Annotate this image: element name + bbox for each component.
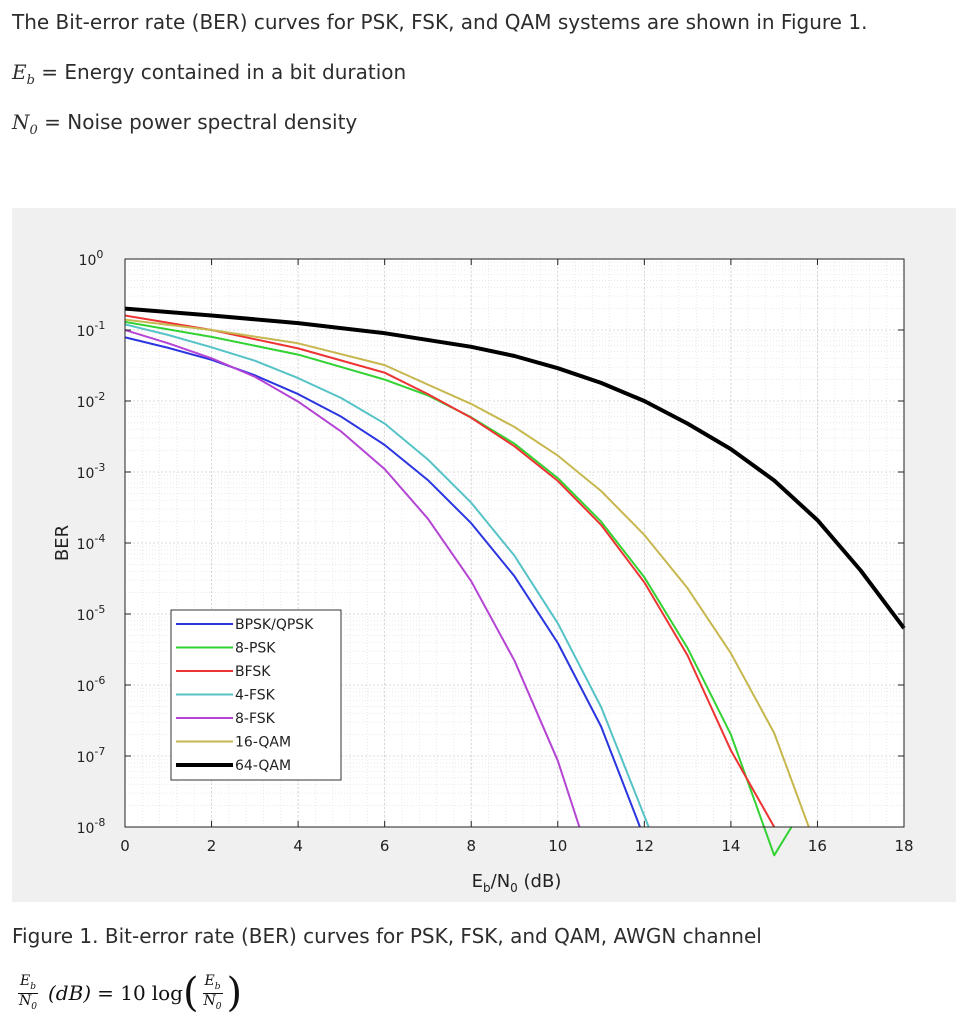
n0-definition-text: = Noise power spectral density	[44, 110, 358, 134]
x-tick-label: 4	[293, 837, 303, 855]
y-tick-label: 10-5	[77, 603, 106, 624]
formula-rhs-den-sub: 0	[215, 1001, 222, 1012]
y-tick-label: 10-6	[77, 674, 106, 695]
legend-entry: 16-QAM	[235, 735, 291, 751]
formula-close-paren: )	[226, 970, 243, 1016]
formula-rhs-num-sub: b	[214, 982, 221, 993]
y-tick-label: 10-7	[77, 745, 106, 766]
series-line-16-qam	[124, 318, 810, 828]
axis-ticks: 0 2 4 6 8 10 12 14 16 18 10-8 10-7 10-6 10-5 10-4 10-3 1…	[77, 248, 914, 855]
formula-rhs-num-letter: E	[204, 973, 215, 990]
x-tick-label: 10	[548, 837, 567, 855]
x-axis-label: Eb/N0 (dB)	[472, 871, 562, 895]
formula-lhs-den-letter: N	[19, 992, 32, 1009]
legend-entry: BPSK/QPSK	[235, 617, 314, 633]
formula-equals: = 10	[97, 981, 146, 1005]
y-axis-label: BER	[52, 525, 73, 561]
eb-symbol-sub: b	[26, 73, 35, 88]
legend-entry: 64-QAM	[235, 758, 291, 774]
eb-definition: Eb = Energy contained in a bit duration	[12, 60, 406, 88]
y-tick-label: 10-8	[77, 816, 106, 837]
formula-rhs-numerator: Eb	[202, 973, 223, 994]
formula-lhs-num-sub: b	[30, 982, 36, 993]
db-formula: Eb N0 (dB) = 10 log ( Eb N0 )	[14, 966, 242, 1020]
legend-entry: 8-FSK	[235, 711, 276, 727]
legend-entry: 8-PSK	[235, 641, 276, 657]
legend: BPSK/QPSK 8-PSK BFSK 4-FSK 8-FSK 16-QAM 64-QAM	[170, 609, 342, 781]
x-tick-label: 8	[466, 837, 476, 855]
series-line-bfsk	[124, 314, 776, 828]
series-lines	[124, 306, 906, 857]
eb-symbol-letter: E	[12, 60, 27, 84]
formula-unit: (dB)	[48, 981, 92, 1005]
y-tick-label: 10-3	[77, 461, 106, 482]
formula-lhs-den-sub: 0	[31, 1001, 37, 1012]
series-line-4-fsk	[124, 323, 650, 828]
ber-chart: 0 2 4 6 8 10 12 14 16 18 10-8 10-7 10-6 10-5 10-4 10-3 1…	[52, 248, 914, 895]
formula-open-paren: (	[182, 970, 199, 1016]
series-line-64-qam	[124, 306, 906, 630]
x-tick-label: 14	[721, 837, 740, 855]
n0-symbol: N0	[12, 110, 38, 138]
series-line-8-psk	[124, 320, 793, 857]
n0-symbol-sub: 0	[29, 123, 38, 138]
y-tick-label: 10-1	[77, 319, 106, 340]
formula-lhs-fraction: Eb N0	[18, 974, 38, 1011]
figure-panel: 0 2 4 6 8 10 12 14 16 18 10-8 10-7 10-6 10-5 10-4 10-3 1…	[12, 208, 956, 902]
y-tick-label: 10-2	[77, 390, 106, 411]
formula-rhs-fraction: Eb N0	[202, 973, 223, 1012]
y-tick-label: 100	[79, 248, 104, 269]
legend-entry: BFSK	[235, 664, 271, 680]
series-line-8-fsk	[124, 329, 581, 828]
formula-lhs-num-letter: E	[20, 973, 31, 990]
legend-entry: 4-FSK	[235, 688, 276, 704]
formula-rhs-den-letter: N	[203, 992, 216, 1009]
formula-log: log	[151, 981, 183, 1005]
formula-rhs-denominator: N0	[203, 992, 222, 1012]
formula-lhs-denominator: N0	[19, 992, 37, 1012]
x-tick-label: 12	[635, 837, 654, 855]
x-tick-label: 18	[894, 837, 913, 855]
figure-caption: Figure 1. Bit-error rate (BER) curves fo…	[12, 924, 762, 948]
intro-text: The Bit-error rate (BER) curves for PSK,…	[12, 10, 868, 34]
n0-definition: N0 = Noise power spectral density	[12, 110, 357, 138]
x-tick-label: 6	[380, 837, 390, 855]
formula-lhs-numerator: Eb	[18, 973, 38, 994]
x-tick-label: 2	[207, 837, 217, 855]
x-tick-label: 0	[120, 837, 130, 855]
series-line-bpsk-qpsk	[124, 336, 641, 828]
y-tick-label: 10-4	[77, 532, 106, 553]
x-tick-label: 16	[808, 837, 827, 855]
eb-definition-text: = Energy contained in a bit duration	[41, 60, 407, 84]
eb-symbol: Eb	[12, 60, 35, 88]
n0-symbol-letter: N	[12, 110, 30, 134]
